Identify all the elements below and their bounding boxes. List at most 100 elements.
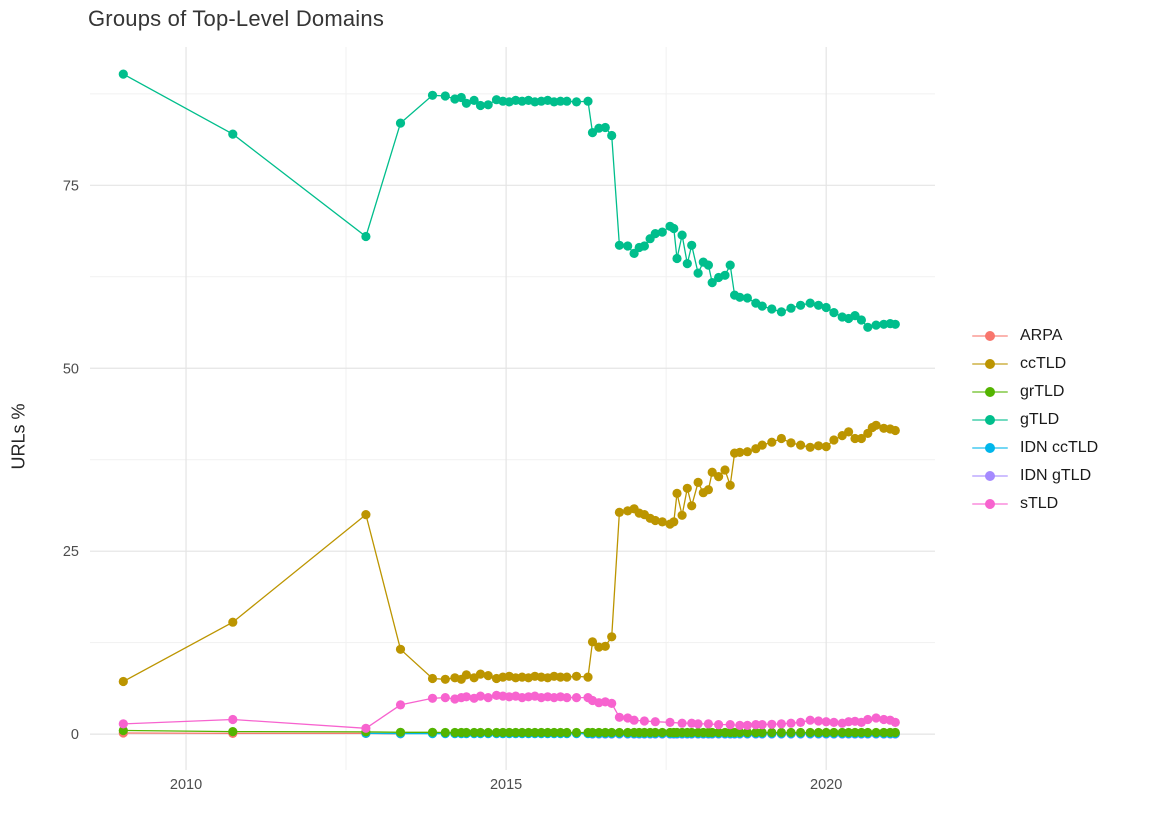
data-point-gtld bbox=[118, 69, 128, 79]
data-point-stld bbox=[742, 720, 753, 731]
data-point-gtld bbox=[607, 130, 617, 141]
data-point-grtld bbox=[707, 727, 717, 738]
data-point-cctld bbox=[735, 447, 745, 457]
data-point-grtld bbox=[735, 727, 745, 738]
data-point-grtld bbox=[805, 727, 815, 738]
data-point-cctld bbox=[475, 669, 486, 679]
data-point-gtld bbox=[703, 260, 714, 270]
data-point-gtld bbox=[440, 91, 450, 101]
data-point-cctld bbox=[796, 440, 806, 450]
data-point-cctld bbox=[669, 517, 679, 527]
data-point-cctld bbox=[829, 435, 839, 445]
data-point-stld bbox=[776, 719, 787, 729]
data-point-gtld bbox=[856, 315, 867, 325]
data-point-grtld bbox=[483, 727, 493, 738]
data-point-grtld bbox=[863, 727, 873, 738]
data-point-grtld bbox=[594, 727, 604, 738]
data-point-cctld bbox=[786, 438, 796, 448]
data-point-gtld bbox=[682, 259, 692, 269]
data-point-gtld bbox=[427, 90, 438, 100]
data-point-cctld bbox=[844, 427, 854, 437]
legend: ARPA ccTLD grTLD gTLD IDN ccTLD IDN gTLD sTLD bbox=[972, 322, 1098, 518]
data-point-cctld bbox=[461, 670, 471, 680]
data-point-gtld bbox=[720, 270, 730, 280]
data-point-gtld bbox=[600, 122, 610, 133]
legend-label-cctld: ccTLD bbox=[1020, 355, 1067, 372]
data-point-cctld bbox=[725, 480, 735, 490]
data-point-gtld bbox=[821, 302, 831, 313]
data-point-gtld bbox=[639, 241, 650, 251]
legend-key-idn-gtld-icon bbox=[972, 469, 1008, 483]
data-point-grtld bbox=[450, 727, 460, 738]
legend-label-idn-cctld: IDN ccTLD bbox=[1020, 439, 1099, 456]
data-point-cctld bbox=[813, 441, 824, 451]
data-point-cctld bbox=[856, 433, 867, 444]
data-point-gtld bbox=[871, 320, 881, 330]
chart-title: Groups of Top-Level Domains bbox=[88, 6, 385, 31]
data-point-gtld bbox=[786, 303, 796, 313]
data-point-grtld bbox=[767, 727, 777, 738]
data-point-grtld bbox=[687, 727, 697, 738]
data-point-cctld bbox=[703, 485, 714, 495]
data-point-gtld bbox=[562, 96, 572, 106]
data-point-grtld bbox=[475, 727, 486, 738]
data-point-stld bbox=[751, 720, 761, 730]
data-point-cctld bbox=[600, 641, 610, 651]
data-point-gtld bbox=[483, 100, 493, 110]
data-point-gtld bbox=[805, 298, 815, 308]
data-point-grtld bbox=[844, 727, 854, 738]
data-point-cctld bbox=[587, 637, 598, 647]
data-point-gtld bbox=[461, 98, 471, 108]
data-point-gtld bbox=[669, 223, 679, 234]
data-point-grtld bbox=[837, 727, 847, 738]
data-point-gtld bbox=[475, 100, 486, 111]
data-point-stld bbox=[361, 723, 371, 733]
data-point-gtld bbox=[623, 241, 633, 251]
data-point-stld bbox=[714, 720, 724, 730]
data-point-cctld bbox=[767, 437, 777, 447]
data-point-stld bbox=[427, 693, 438, 703]
legend-label-idn-gtld: IDN gTLD bbox=[1020, 467, 1092, 484]
legend-item-arpa: ARPA bbox=[972, 322, 1098, 350]
data-point-gtld bbox=[687, 240, 697, 250]
data-point-gtld bbox=[813, 300, 824, 310]
data-point-grtld bbox=[850, 727, 860, 738]
data-point-stld bbox=[475, 691, 486, 701]
data-point-cctld bbox=[614, 507, 625, 517]
data-point-grtld bbox=[511, 727, 521, 738]
data-point-grtld bbox=[555, 727, 566, 738]
y-tick-label: 25 bbox=[63, 544, 79, 560]
data-point-gtld bbox=[571, 97, 582, 107]
data-point-gtld bbox=[757, 301, 767, 311]
legend-key-arpa-icon bbox=[972, 329, 1008, 343]
x-tick-label: 2020 bbox=[810, 777, 842, 793]
data-point-cctld bbox=[714, 472, 724, 482]
data-point-cctld bbox=[742, 447, 753, 457]
data-point-gtld bbox=[583, 96, 593, 106]
data-point-grtld bbox=[623, 727, 633, 738]
data-point-cctld bbox=[693, 477, 703, 487]
legend-label-stld: sTLD bbox=[1020, 495, 1059, 512]
data-point-stld bbox=[677, 718, 687, 728]
data-point-stld bbox=[757, 720, 767, 730]
data-point-grtld bbox=[536, 727, 546, 738]
data-point-cctld bbox=[583, 672, 593, 682]
data-point-stld bbox=[118, 719, 128, 729]
data-point-stld bbox=[650, 717, 660, 727]
data-point-cctld bbox=[440, 674, 450, 684]
data-point-grtld bbox=[829, 727, 839, 738]
y-tick-label: 75 bbox=[63, 178, 79, 194]
data-point-gtld bbox=[395, 118, 406, 128]
data-point-stld bbox=[461, 692, 471, 702]
data-point-cctld bbox=[805, 442, 815, 452]
axis-tick-labels: 0 25 50 75 2010 2015 2020 bbox=[63, 178, 842, 793]
data-point-grtld bbox=[491, 727, 502, 738]
data-point-cctld bbox=[228, 617, 238, 627]
data-point-grtld bbox=[757, 727, 767, 738]
data-point-gtld bbox=[707, 278, 717, 288]
data-point-gtld bbox=[650, 229, 660, 239]
data-point-grtld bbox=[440, 727, 450, 738]
data-point-cctld bbox=[427, 673, 438, 684]
legend-label-grtld: grTLD bbox=[1020, 383, 1065, 400]
data-point-cctld bbox=[361, 509, 371, 520]
